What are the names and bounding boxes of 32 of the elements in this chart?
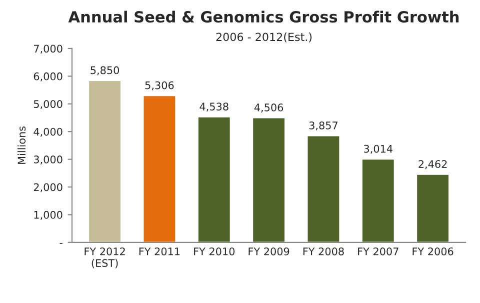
x-tick-label: FY 2009 bbox=[248, 247, 290, 256]
y-tick-label: 5,000 bbox=[34, 100, 62, 110]
y-tick-label: 1,000 bbox=[34, 210, 62, 220]
y-tick-label: 6,000 bbox=[34, 72, 62, 82]
bar bbox=[142, 94, 177, 242]
y-tick-label: 7,000 bbox=[34, 44, 62, 54]
x-tick-label: FY 2008 bbox=[303, 247, 344, 256]
x-tick-label: FY 2012 (EST) bbox=[84, 247, 125, 268]
y-tick-label: 4,000 bbox=[34, 128, 62, 137]
bar bbox=[197, 116, 232, 242]
bar bbox=[361, 158, 396, 242]
data-label: 5,306 bbox=[145, 81, 174, 90]
x-tick-label: FY 2006 bbox=[412, 247, 454, 256]
x-tick-label: FY 2010 bbox=[194, 247, 235, 256]
y-tick-label: 3,000 bbox=[34, 156, 62, 164]
bar bbox=[88, 80, 122, 242]
y-tick-label: - bbox=[60, 243, 62, 244]
data-label: 2,462 bbox=[418, 160, 447, 170]
y-axis-title: Millions bbox=[18, 126, 26, 164]
chart-subtitle: 2006 - 2012(Est.) bbox=[216, 32, 312, 42]
data-label: 3,014 bbox=[364, 144, 392, 154]
data-label: 4,506 bbox=[254, 104, 284, 112]
bar bbox=[306, 134, 341, 242]
chart-title: Annual Seed & Genomics Gross Profit Growth bbox=[68, 10, 459, 23]
bar bbox=[416, 174, 450, 242]
x-tick-label: FY 2007 bbox=[358, 247, 398, 256]
data-label: 5,850 bbox=[90, 66, 120, 76]
x-tick-label: FY 2011 bbox=[139, 247, 180, 256]
data-label: 3,857 bbox=[309, 121, 338, 130]
y-tick-label: 2,000 bbox=[34, 183, 62, 192]
bar bbox=[252, 116, 286, 242]
data-label: 4,538 bbox=[200, 102, 228, 112]
